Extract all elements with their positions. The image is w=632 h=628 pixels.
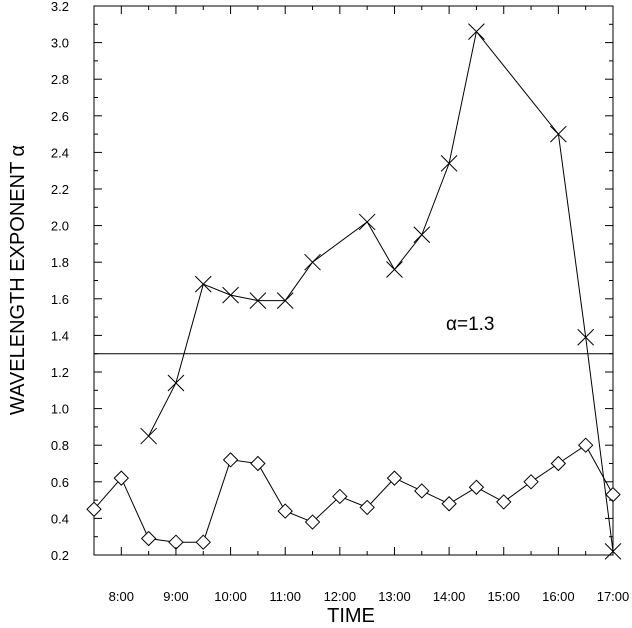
diamond-marker-point bbox=[86, 501, 102, 517]
x-tick-label: 14:00 bbox=[433, 589, 466, 604]
x-tick-label: 13:00 bbox=[378, 589, 411, 604]
reference-line-label: α=1.3 bbox=[446, 314, 495, 335]
y-tick-label: 0.4 bbox=[51, 511, 69, 526]
x-tick-label: 10:00 bbox=[214, 589, 247, 604]
x-marker-point bbox=[413, 226, 431, 244]
x-tick-label: 17:00 bbox=[597, 589, 630, 604]
y-tick-label: 1.4 bbox=[51, 328, 69, 343]
diamond-marker-point bbox=[304, 514, 321, 530]
diamond-marker-point bbox=[386, 470, 403, 486]
plot-area-frame bbox=[93, 5, 614, 556]
y-tick-label: 0.6 bbox=[51, 475, 69, 490]
y-tick-label: 1.0 bbox=[51, 402, 69, 417]
diamond-marker-point bbox=[359, 499, 375, 516]
diamond-marker-point bbox=[222, 452, 239, 468]
diamond-marker-point bbox=[468, 479, 485, 495]
diamond-marker-point bbox=[523, 474, 539, 490]
y-tick-label: 1.2 bbox=[51, 365, 69, 380]
diamond-marker-point bbox=[605, 486, 621, 503]
x-marker-point bbox=[194, 275, 212, 293]
x-axis-title: TIME bbox=[327, 605, 375, 627]
series-0 bbox=[140, 23, 622, 560]
y-tick-label: 0.8 bbox=[51, 438, 69, 453]
diamond-marker-point bbox=[414, 483, 430, 499]
x-tick-label: 8:00 bbox=[109, 589, 134, 604]
y-tick-label: 0.2 bbox=[51, 548, 69, 563]
diamond-marker-point bbox=[550, 455, 567, 472]
y-tick-label: 2.0 bbox=[51, 219, 69, 234]
x-marker-point bbox=[222, 286, 239, 304]
series-1 bbox=[86, 437, 621, 550]
y-tick-label: 1.6 bbox=[51, 292, 69, 307]
diamond-marker-point bbox=[577, 437, 594, 453]
x-tick-label: 11:00 bbox=[269, 589, 301, 604]
x-tick-label: 15:00 bbox=[487, 589, 520, 604]
y-tick-label: 2.4 bbox=[51, 145, 69, 160]
diamond-marker-point bbox=[277, 503, 293, 519]
y-tick-label: 3.2 bbox=[51, 0, 69, 14]
x-marker-point bbox=[167, 374, 185, 392]
x-marker-point bbox=[140, 427, 157, 445]
x-marker-point bbox=[249, 292, 267, 309]
x-tick-label: 9:00 bbox=[163, 589, 188, 604]
x-marker-point bbox=[304, 253, 321, 271]
x-tick-label: 12:00 bbox=[324, 589, 357, 604]
x-marker-point bbox=[550, 125, 567, 143]
diamond-marker-point bbox=[113, 470, 130, 486]
x-marker-point bbox=[386, 261, 403, 278]
y-tick-label: 2.2 bbox=[51, 182, 69, 197]
x-marker-point bbox=[468, 23, 485, 40]
diamond-marker-point bbox=[496, 494, 512, 510]
diamond-marker-point bbox=[441, 496, 457, 512]
series-line bbox=[93, 444, 614, 543]
diamond-marker-point bbox=[332, 488, 348, 505]
y-tick-label: 3.0 bbox=[51, 36, 69, 51]
x-marker-point bbox=[440, 155, 458, 172]
diamond-marker-point bbox=[140, 530, 157, 547]
y-axis-title: WAVELENGTH EXPONENT α bbox=[7, 145, 29, 415]
diamond-marker-point bbox=[250, 455, 266, 472]
x-marker-point bbox=[276, 292, 294, 309]
x-tick-label: 16:00 bbox=[542, 589, 575, 604]
y-tick-label: 1.8 bbox=[51, 255, 69, 270]
y-tick-label: 2.6 bbox=[51, 109, 69, 124]
x-marker-point bbox=[577, 328, 595, 346]
diamond-marker-point bbox=[195, 534, 211, 550]
x-marker-point bbox=[358, 213, 376, 231]
y-tick-label: 2.8 bbox=[51, 72, 69, 87]
